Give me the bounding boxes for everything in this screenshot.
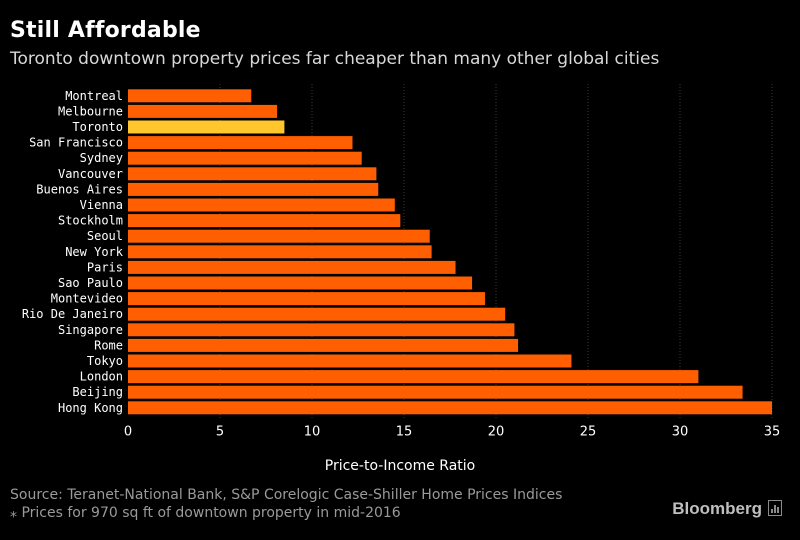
- bar-paris: [128, 260, 456, 274]
- category-label: Montevideo: [51, 292, 123, 306]
- category-label: Tokyo: [87, 354, 123, 368]
- bar-melbourne: [128, 104, 278, 118]
- bar-toronto: [128, 120, 285, 134]
- category-label: Beijing: [72, 385, 123, 399]
- x-tick-label: 25: [580, 425, 597, 440]
- x-axis-label: Price-to-Income Ratio: [325, 458, 475, 474]
- category-label: Rome: [94, 338, 123, 352]
- x-tick-label: 10: [304, 425, 321, 440]
- bloomberg-logo: Bloomberg: [672, 499, 762, 518]
- category-label: San Francisco: [29, 136, 123, 150]
- chart-title: Still Affordable: [10, 18, 201, 43]
- bar-buenos-aires: [128, 182, 379, 196]
- category-label: London: [80, 370, 123, 384]
- category-label: Rio De Janeiro: [22, 307, 123, 321]
- x-tick-label: 30: [672, 425, 689, 440]
- bar-montreal: [128, 89, 252, 103]
- category-label: Buenos Aires: [36, 182, 123, 196]
- bar-seoul: [128, 229, 430, 243]
- x-tick-label: 5: [216, 425, 224, 440]
- source-text: Source: Teranet-National Bank, S&P Corel…: [10, 487, 563, 503]
- category-label: Sydney: [80, 151, 123, 165]
- chart-subtitle: Toronto downtown property prices far che…: [10, 49, 660, 69]
- bar-rome: [128, 338, 519, 352]
- category-label: Hong Kong: [58, 401, 123, 415]
- category-label: Stockholm: [58, 214, 123, 228]
- category-label: Paris: [87, 260, 123, 274]
- bar-montevideo: [128, 292, 485, 306]
- footer-notes: Source: Teranet-National Bank, S&P Corel…: [10, 486, 562, 522]
- bar-beijing: [128, 385, 743, 399]
- x-tick-label: 20: [488, 425, 505, 440]
- bar-london: [128, 370, 699, 384]
- category-label: Vienna: [80, 198, 123, 212]
- category-label: Toronto: [72, 120, 123, 134]
- bar-sao-paulo: [128, 276, 473, 290]
- category-label: Melbourne: [58, 104, 123, 118]
- bar-tokyo: [128, 354, 572, 368]
- bar-rio-de-janeiro: [128, 307, 506, 321]
- bar-sydney: [128, 151, 362, 165]
- bar-new-york: [128, 245, 432, 259]
- x-tick-label: 0: [124, 425, 132, 440]
- bar-san-francisco: [128, 136, 353, 150]
- bloomberg-chart-icon: [768, 500, 782, 516]
- bar-hong-kong: [128, 401, 772, 415]
- footnote-text: ⁎ Prices for 970 sq ft of downtown prope…: [10, 505, 401, 521]
- category-label: Montreal: [65, 89, 123, 103]
- x-tick-labels: 0 5 10 15 20 25 30 35: [124, 425, 780, 440]
- bar-vienna: [128, 198, 395, 212]
- category-label: Singapore: [58, 323, 123, 337]
- category-label: Seoul: [87, 229, 123, 243]
- x-tick-label: 15: [396, 425, 413, 440]
- x-tick-label: 35: [764, 425, 781, 440]
- bar-singapore: [128, 323, 515, 337]
- bar-stockholm: [128, 214, 401, 228]
- category-label: Vancouver: [58, 167, 123, 181]
- category-label: Sao Paulo: [58, 276, 123, 290]
- bar-vancouver: [128, 167, 377, 181]
- bars: [128, 89, 772, 415]
- category-label: New York: [65, 245, 124, 259]
